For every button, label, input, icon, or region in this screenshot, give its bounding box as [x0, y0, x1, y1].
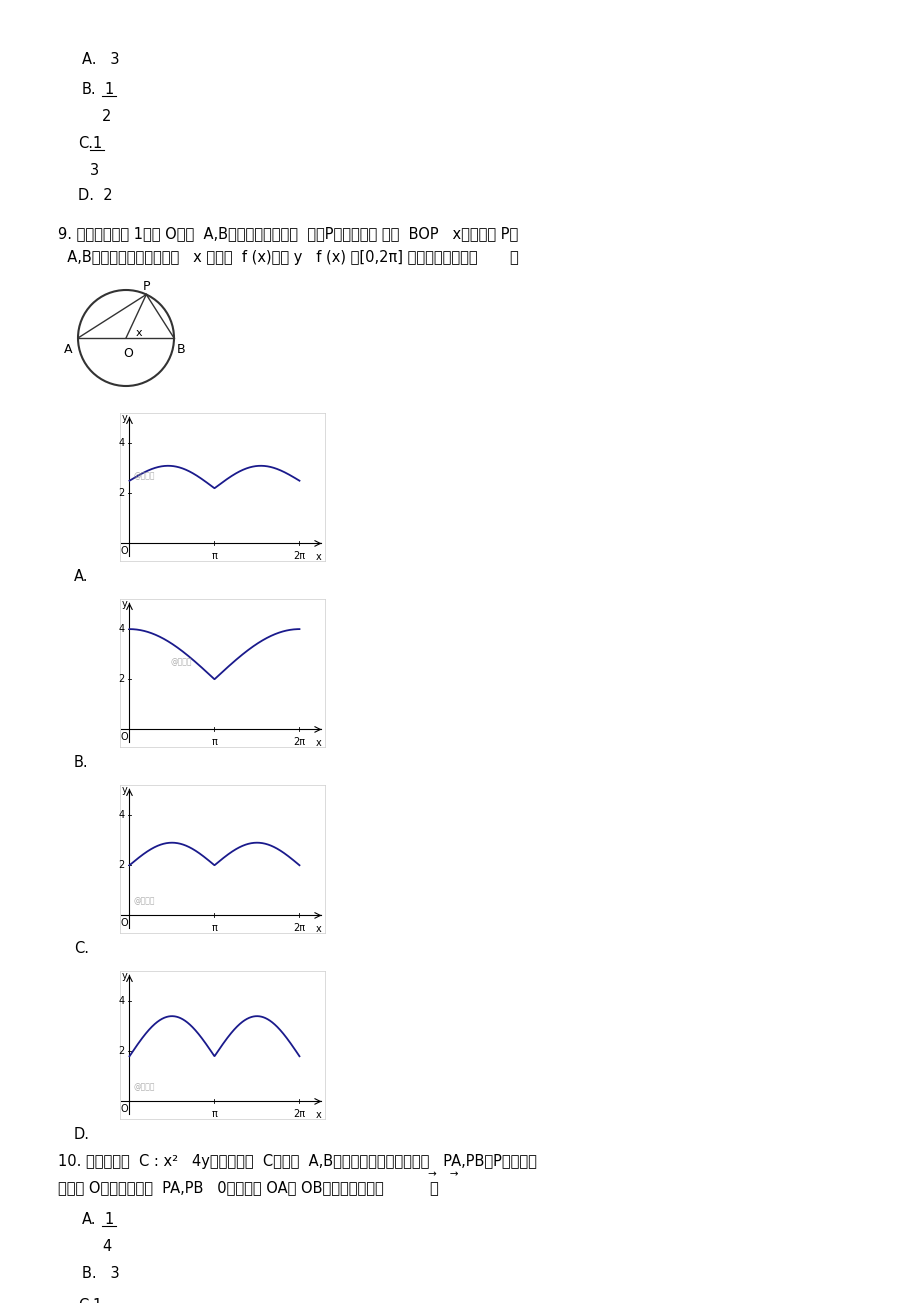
Text: A: A — [64, 343, 73, 356]
Text: B: B — [176, 343, 186, 356]
Text: P: P — [142, 280, 150, 293]
Text: 4: 4 — [119, 995, 124, 1006]
Text: O: O — [123, 347, 132, 360]
Text: B.: B. — [74, 754, 88, 770]
Text: 10. 已知抛物线  C : x²   4y，过抛物线  C上两点  A,B分别作抛物线的两条切线   PA,PB，P为两切线: 10. 已知抛物线 C : x² 4y，过抛物线 C上两点 A,B分别作抛物线的… — [58, 1154, 537, 1169]
Text: x: x — [136, 328, 142, 337]
Text: @正确云: @正确云 — [170, 657, 191, 666]
Text: C.: C. — [74, 941, 89, 956]
Text: 4: 4 — [102, 1239, 111, 1253]
Text: 2π: 2π — [293, 924, 305, 933]
Text: 2: 2 — [119, 674, 124, 684]
Text: y: y — [121, 971, 128, 981]
Text: π: π — [211, 737, 217, 748]
Text: x: x — [315, 924, 321, 934]
Text: 1: 1 — [92, 1298, 101, 1303]
Text: 4: 4 — [119, 624, 124, 635]
Text: x: x — [315, 739, 321, 748]
Text: 2π: 2π — [293, 1109, 305, 1119]
Text: 1: 1 — [92, 136, 101, 151]
Text: y: y — [121, 599, 128, 609]
Text: 4: 4 — [119, 438, 124, 448]
Text: 9. 如图，半径为 1的圆 O中，  A,B为直径的两个端点  ，点P在圆上运动 ，设  BOP   x，将动点 P到: 9. 如图，半径为 1的圆 O中， A,B为直径的两个端点 ，点P在圆上运动 ，… — [58, 225, 517, 241]
Text: A,B两点的距离之和表示为   x 的函数  f (x)，则 y   f (x) 在[0,2π] 上的图象大致为（       ）: A,B两点的距离之和表示为 x 的函数 f (x)，则 y f (x) 在[0,… — [58, 250, 518, 265]
Text: x: x — [315, 552, 321, 562]
Text: 的交点 O为坐标原点若  PA,PB   0，则直线 OA与 OB的斜率之积为（          ）: 的交点 O为坐标原点若 PA,PB 0，则直线 OA与 OB的斜率之积为（ ） — [58, 1181, 438, 1195]
Text: y: y — [121, 784, 128, 795]
Text: π: π — [211, 551, 217, 562]
Text: D.: D. — [74, 1127, 90, 1141]
Text: C.: C. — [78, 136, 93, 151]
Text: 4: 4 — [119, 810, 124, 820]
Text: C.: C. — [78, 1298, 93, 1303]
Text: 2: 2 — [119, 489, 124, 498]
Text: O: O — [120, 919, 129, 928]
Text: B.: B. — [82, 82, 96, 96]
Text: y: y — [121, 413, 128, 423]
Text: →    →: → → — [427, 1169, 458, 1179]
Text: @正确云: @正确云 — [133, 472, 155, 481]
Text: x: x — [315, 1110, 321, 1121]
Text: π: π — [211, 1109, 217, 1119]
Text: 2π: 2π — [293, 737, 305, 748]
Text: 2: 2 — [102, 109, 111, 124]
Text: A.   3: A. 3 — [82, 52, 119, 66]
Text: A.: A. — [74, 569, 88, 584]
Text: O: O — [120, 546, 129, 556]
Text: 2π: 2π — [293, 551, 305, 562]
Text: D.  2: D. 2 — [78, 188, 112, 203]
Text: A.: A. — [82, 1212, 96, 1227]
Text: O: O — [120, 732, 129, 741]
Text: @正确云: @正确云 — [133, 1081, 155, 1091]
Text: @正确云: @正确云 — [133, 896, 155, 904]
Text: 2: 2 — [119, 1046, 124, 1057]
Text: π: π — [211, 924, 217, 933]
Text: 1: 1 — [104, 1212, 113, 1227]
Text: B.   3: B. 3 — [82, 1267, 119, 1281]
Text: 3: 3 — [90, 163, 99, 179]
Text: 2: 2 — [119, 860, 124, 870]
Text: O: O — [120, 1104, 129, 1114]
Text: 1: 1 — [104, 82, 113, 96]
